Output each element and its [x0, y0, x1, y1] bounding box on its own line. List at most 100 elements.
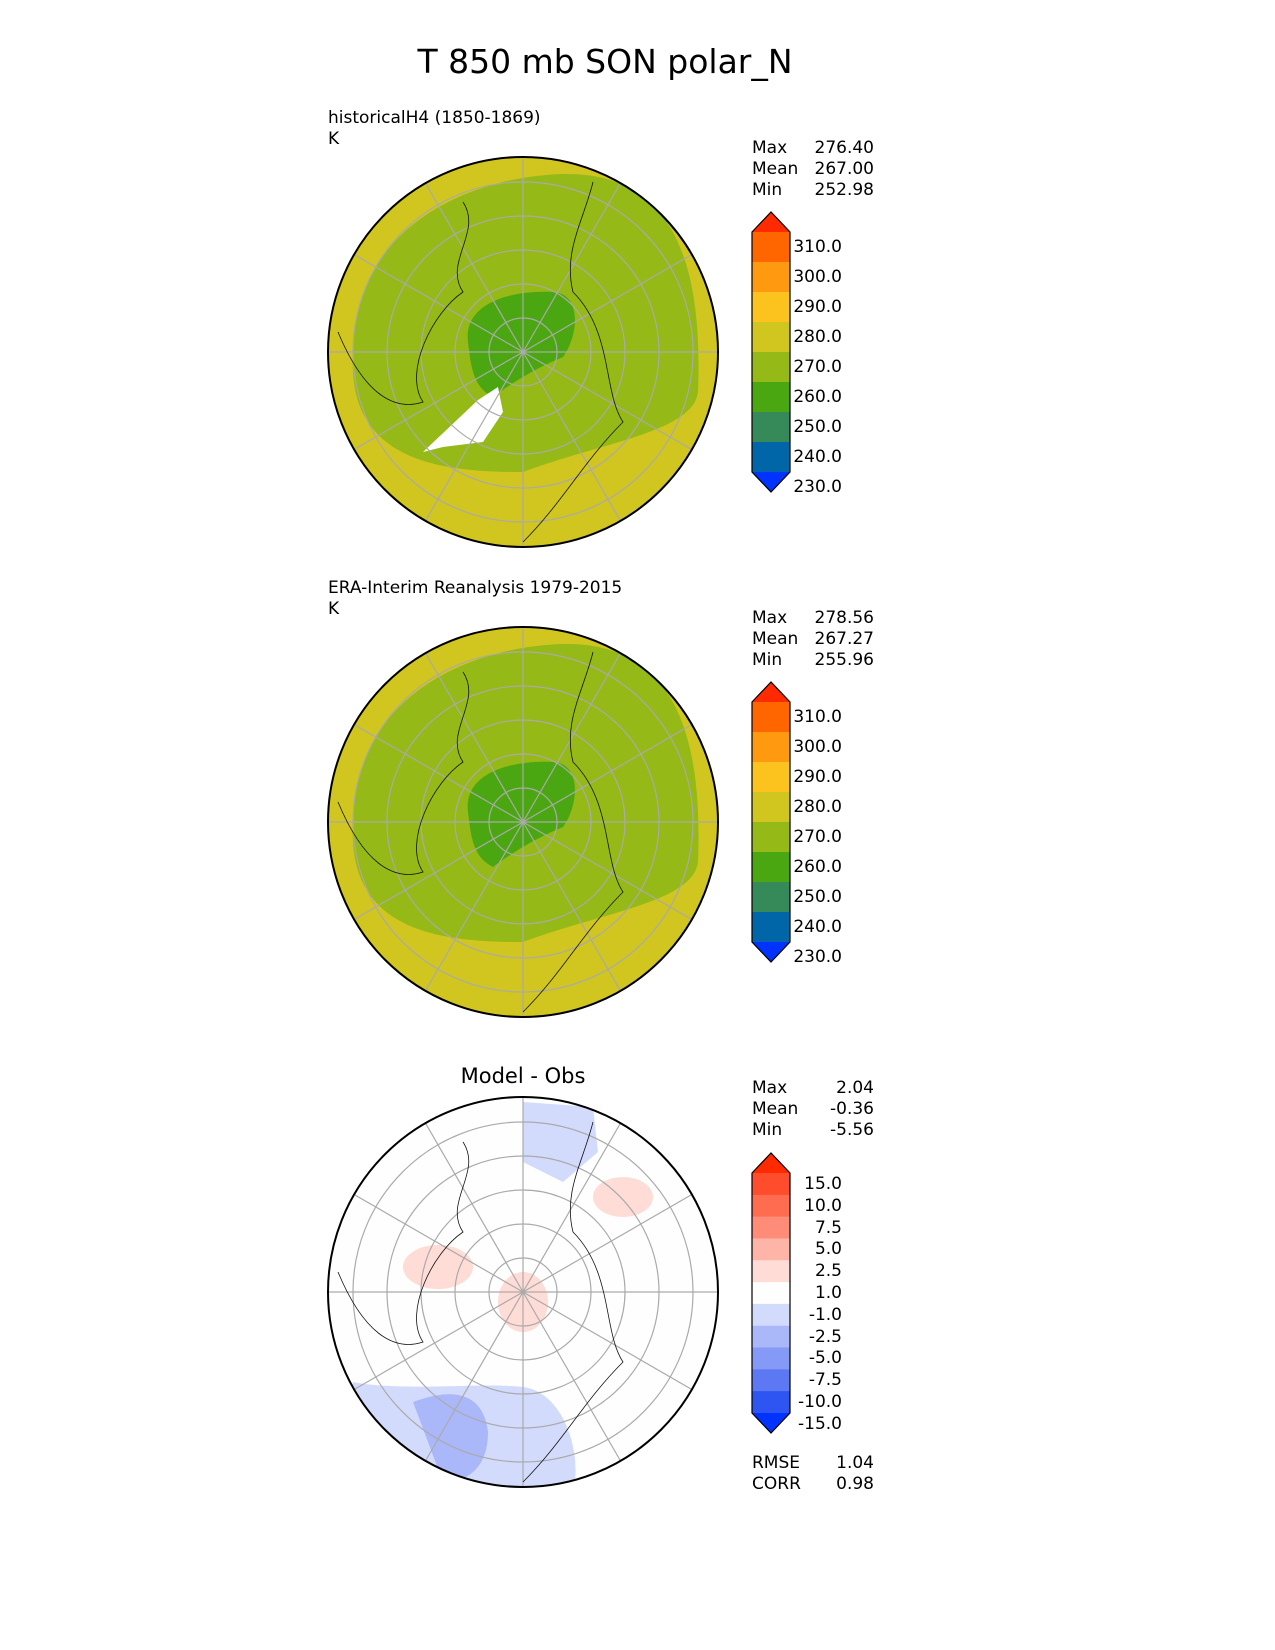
colorbar-swatch: [752, 262, 790, 293]
colorbar-swatch: [752, 1282, 790, 1305]
longitude-line: [522, 723, 693, 823]
colorbar-swatch: [752, 352, 790, 383]
stat-value: 252.98: [814, 180, 874, 200]
field-pos-1: [593, 1177, 653, 1217]
longitude-line: [424, 821, 524, 992]
colorbar-tick-label: 290.0: [793, 297, 842, 317]
colorbar-swatch: [752, 1194, 790, 1218]
colorbar-tick-label: 2.5: [814, 1261, 842, 1282]
field-neg-1: [523, 1102, 598, 1182]
colorbar-tick-label: 310.0: [793, 707, 842, 727]
stat-label: Mean: [752, 159, 799, 179]
panel1-stats: Max 276.40 Mean 267.00 Min 252.98: [752, 138, 874, 201]
stat-label: Max: [752, 138, 788, 158]
colorbar-tick-label: 260.0: [793, 387, 842, 407]
colorbar-outline: [751, 211, 791, 493]
colorbar-tick-label: 300.0: [793, 267, 842, 287]
longitude-line: [353, 1193, 524, 1293]
colorbar-swatch: [752, 412, 790, 443]
panel2-stats: Max 278.56 Mean 267.27 Min 255.96: [752, 608, 874, 671]
panel3-title: Model - Obs: [460, 1064, 586, 1088]
colorbar-tick-label: 290.0: [793, 767, 842, 787]
colorbar-swatch: [752, 1413, 790, 1433]
map-boundary: [327, 1096, 719, 1488]
longitude-line: [522, 652, 622, 823]
stat-value: 267.00: [814, 159, 874, 179]
colorbar-swatch: [752, 212, 790, 232]
colorbar-swatch: [752, 762, 790, 793]
colorbar-tick-label: -10.0: [798, 1392, 842, 1413]
stat-label: Mean: [752, 1099, 799, 1119]
longitude-line: [522, 351, 693, 451]
stat-value: 267.27: [814, 629, 874, 649]
longitude-line: [353, 253, 524, 353]
panel3-colorbar-svg: [751, 1152, 791, 1434]
colorbar-tick-label: -1.0: [808, 1304, 842, 1325]
colorbar-swatch: [752, 322, 790, 353]
metric-value: 0.98: [836, 1474, 874, 1494]
colorbar-swatch: [752, 912, 790, 943]
colorbar-tick-label: 240.0: [793, 447, 842, 467]
colorbar-tick-label: -15.0: [798, 1413, 842, 1434]
panel3-stats: Max 2.04 Mean -0.36 Min -5.56: [752, 1078, 874, 1141]
longitude-line: [522, 182, 622, 353]
colorbar-tick-label: -5.0: [808, 1348, 842, 1369]
colorbar-swatch: [752, 1216, 790, 1239]
colorbar-tick-label: 280.0: [793, 797, 842, 817]
figure-title: T 850 mb SON polar_N: [417, 42, 793, 81]
panel1-colorbar-svg: [751, 211, 791, 493]
colorbar-swatch: [752, 1303, 790, 1327]
stat-label: Max: [752, 608, 788, 628]
colorbar-tick-label: 310.0: [793, 237, 842, 257]
colorbar-tick-label: 280.0: [793, 327, 842, 347]
colorbar-tick-label: 5.0: [814, 1239, 842, 1260]
colorbar-tick-label: 10.0: [804, 1195, 842, 1216]
colorbar-tick-label: 260.0: [793, 857, 842, 877]
longitude-line: [424, 1122, 524, 1293]
colorbar-swatch: [752, 472, 790, 492]
colorbar-swatch: [752, 682, 790, 702]
map-field: [328, 1097, 718, 1487]
coastline: [522, 1121, 624, 1483]
colorbar-tick-label: 250.0: [793, 417, 842, 437]
longitude-line: [522, 1193, 693, 1293]
colorbar-tick-label: 1.0: [814, 1283, 842, 1303]
stat-label: Max: [752, 1078, 788, 1098]
colorbar-swatch: [752, 232, 790, 263]
colorbar-swatch: [752, 1173, 790, 1196]
longitude-line: [424, 351, 524, 522]
colorbar-tick-label: 7.5: [814, 1217, 842, 1238]
metric-label: RMSE: [752, 1453, 801, 1473]
panel3-difference-map: [327, 1096, 719, 1488]
panel2-title-line1: ERA-Interim Reanalysis 1979-2015: [328, 578, 623, 598]
map-boundary: [327, 626, 719, 1018]
colorbar-swatch: [752, 1325, 790, 1349]
colorbar-tick-label: 270.0: [793, 357, 842, 377]
colorbar-swatch: [752, 292, 790, 323]
panel2-title: ERA-Interim Reanalysis 1979-2015 K: [328, 578, 622, 620]
field-neg-2-5: [413, 1394, 488, 1482]
stat-value: 255.96: [814, 650, 874, 670]
colorbar-swatch: [752, 442, 790, 473]
missing-data-region: [423, 387, 503, 452]
colorbar-outline: [751, 1152, 791, 1434]
panel2-polar-map: [327, 626, 719, 1018]
colorbar-outline: [751, 681, 791, 963]
longitude-line: [522, 1291, 693, 1391]
longitude-line: [424, 652, 524, 823]
colorbar-tick-label: 270.0: [793, 827, 842, 847]
stat-value: 276.40: [814, 138, 874, 158]
stat-label: Min: [752, 180, 783, 200]
colorbar-swatch: [752, 792, 790, 823]
colorbar-swatch: [752, 1391, 790, 1414]
panel1-units: K: [328, 129, 340, 149]
colorbar-swatch: [752, 1153, 790, 1173]
panel1-polar-map: [327, 156, 719, 548]
stat-label: Min: [752, 1120, 783, 1140]
colorbar-tick-label: 230.0: [793, 477, 842, 497]
metric-label: CORR: [752, 1474, 801, 1494]
panel1-title: historicalH4 (1850-1869) K: [328, 108, 541, 150]
colorbar-swatch: [752, 732, 790, 763]
colorbar-swatch: [752, 382, 790, 413]
map-field: [328, 627, 718, 1017]
